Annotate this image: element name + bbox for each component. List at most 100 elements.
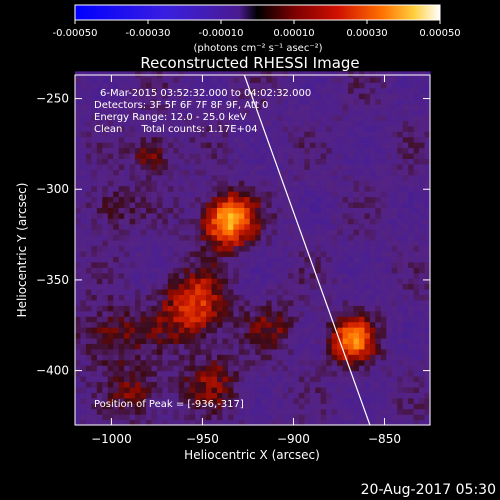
- heatmap-cell: [364, 163, 371, 170]
- heatmap-cell: [413, 278, 420, 285]
- heatmap-cell: [309, 327, 316, 334]
- heatmap-cell: [375, 201, 382, 208]
- heatmap-cell: [118, 419, 125, 426]
- heatmap-cell: [364, 136, 371, 143]
- heatmap-cell: [222, 76, 229, 83]
- heatmap-cell: [135, 82, 142, 89]
- heatmap-cell: [135, 76, 142, 83]
- heatmap-cell: [386, 185, 393, 192]
- heatmap-cell: [326, 392, 333, 399]
- heatmap-cell: [107, 392, 114, 399]
- heatmap-cell: [102, 278, 109, 285]
- heatmap-cell: [386, 218, 393, 225]
- heatmap-cell: [298, 414, 305, 421]
- heatmap-cell: [391, 310, 398, 317]
- heatmap-cell: [391, 104, 398, 111]
- heatmap-cell: [96, 125, 103, 132]
- heatmap-cell: [102, 104, 109, 111]
- heatmap-cell: [402, 158, 409, 165]
- heatmap-cell: [277, 316, 284, 323]
- heatmap-cell: [293, 397, 300, 404]
- heatmap-cell: [113, 332, 120, 339]
- heatmap-cell: [184, 283, 191, 290]
- heatmap-cell: [85, 229, 92, 236]
- heatmap-cell: [85, 169, 92, 176]
- heatmap-cell: [260, 218, 267, 225]
- heatmap-cell: [85, 316, 92, 323]
- heatmap-cell: [189, 218, 196, 225]
- heatmap-cell: [277, 212, 284, 219]
- heatmap-cell: [386, 261, 393, 268]
- heatmap-cell: [369, 359, 376, 366]
- heatmap-cell: [397, 354, 404, 361]
- heatmap-cell: [380, 283, 387, 290]
- heatmap-cell: [342, 93, 349, 100]
- heatmap-cell: [266, 93, 273, 100]
- heatmap-cell: [217, 120, 224, 127]
- heatmap-cell: [102, 250, 109, 257]
- heatmap-cell: [424, 250, 431, 257]
- heatmap-cell: [249, 327, 256, 334]
- heatmap-cell: [80, 299, 87, 306]
- heatmap-cell: [353, 87, 360, 94]
- heatmap-cell: [129, 348, 136, 355]
- heatmap-cell: [129, 408, 136, 415]
- heatmap-cell: [353, 359, 360, 366]
- heatmap-cell: [124, 305, 131, 312]
- heatmap-cell: [402, 337, 409, 344]
- heatmap-cell: [402, 250, 409, 257]
- heatmap-cell: [135, 223, 142, 230]
- heatmap-cell: [266, 82, 273, 89]
- heatmap-cell: [277, 234, 284, 241]
- heatmap-cell: [217, 392, 224, 399]
- heatmap-cell: [178, 131, 185, 138]
- heatmap-cell: [402, 180, 409, 187]
- heatmap-cell: [391, 283, 398, 290]
- heatmap-cell: [337, 321, 344, 328]
- heatmap-cell: [146, 136, 153, 143]
- heatmap-cell: [227, 403, 234, 410]
- heatmap-cell: [419, 201, 426, 208]
- heatmap-cell: [386, 93, 393, 100]
- heatmap-cell: [331, 98, 338, 105]
- heatmap-cell: [233, 152, 240, 160]
- heatmap-cell: [167, 196, 174, 203]
- heatmap-cell: [266, 174, 273, 181]
- heatmap-cell: [331, 278, 338, 285]
- heatmap-cell: [391, 256, 398, 263]
- heatmap-cell: [320, 305, 327, 312]
- heatmap-cell: [244, 196, 251, 203]
- heatmap-cell: [156, 256, 163, 263]
- heatmap-cell: [206, 337, 213, 344]
- heatmap-cell: [206, 191, 213, 198]
- heatmap-cell: [419, 185, 426, 192]
- heatmap-cell: [298, 125, 305, 132]
- heatmap-cell: [80, 191, 87, 198]
- heatmap-cell: [96, 381, 103, 388]
- colorbar-tick-label: 0.00050: [419, 28, 460, 39]
- heatmap-cell: [140, 250, 147, 257]
- heatmap-cell: [337, 419, 344, 426]
- heatmap-cell: [255, 408, 262, 415]
- heatmap-cell: [353, 419, 360, 426]
- heatmap-cell: [80, 321, 87, 328]
- heatmap-cell: [211, 403, 218, 410]
- heatmap-cell: [413, 76, 420, 83]
- heatmap-cell: [353, 191, 360, 198]
- heatmap-cell: [173, 71, 180, 78]
- heatmap-cell: [320, 310, 327, 317]
- heatmap-cell: [96, 169, 103, 176]
- heatmap-cell: [195, 327, 202, 334]
- heatmap-cell: [129, 419, 136, 426]
- heatmap-cell: [217, 305, 224, 312]
- heatmap-cell: [206, 278, 213, 285]
- heatmap-cell: [151, 299, 158, 306]
- heatmap-cell: [146, 316, 153, 323]
- heatmap-cell: [348, 261, 355, 268]
- heatmap-cell: [359, 158, 366, 165]
- heatmap-cell: [369, 365, 376, 372]
- colorbar-tick-label: 0.00010: [273, 28, 314, 39]
- heatmap-cell: [397, 147, 404, 154]
- heatmap-cell: [391, 337, 398, 344]
- heatmap-cell: [129, 365, 136, 372]
